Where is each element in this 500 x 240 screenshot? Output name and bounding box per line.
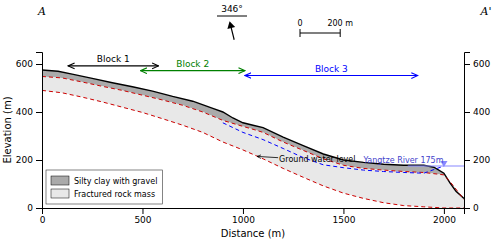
- block-label: Block 2: [176, 59, 209, 69]
- legend-swatch: [51, 176, 69, 185]
- y-axis-tick-mark: [36, 112, 42, 113]
- river-level-line: [408, 165, 464, 166]
- x-axis: 0 500 1000 1500 2000: [40, 208, 465, 225]
- river-label: Yangtze River 175m: [363, 156, 444, 165]
- annotation-arrow: [257, 156, 278, 157]
- x-axis-tick: 0: [40, 208, 46, 225]
- scale-bar-label: 0: [297, 19, 302, 28]
- y-axis-tick-mark: [36, 208, 42, 209]
- boundary-line: [42, 70, 464, 198]
- y-axis-tick: 0: [27, 203, 42, 213]
- y-axis-tick-label: 0: [27, 203, 33, 213]
- chart: 0 500 1000 1500 2000 0 200 400 600 0 200 400 600 Yang…: [0, 0, 500, 240]
- x-axis-tick: 1500: [332, 208, 355, 225]
- x-axis-tick-label: 1500: [332, 215, 355, 225]
- legend: Silty clay with gravel Fractured rock mas…: [46, 170, 162, 204]
- legend-label: Fractured rock mass: [74, 190, 155, 199]
- plot: 0 500 1000 1500 2000 0 200 400 600 0 200 400 600 Yang…: [16, 53, 491, 226]
- scale-bar: 0 200 m: [297, 19, 353, 37]
- x-axis-tick-label: 500: [134, 215, 151, 225]
- layer-area: [42, 76, 464, 208]
- x-axis-tick-mark: [142, 208, 143, 214]
- north-arrow-head: [226, 20, 235, 29]
- y2-axis-tick-mark: [464, 208, 470, 209]
- y2-axis-tick-mark: [464, 160, 470, 161]
- block-span: [140, 70, 244, 71]
- y2-axis-tick-label: 600: [473, 59, 490, 69]
- y-axis-line: [36, 53, 43, 209]
- legend-item: Fractured rock mass: [51, 189, 155, 199]
- y2-axis-tick-label: 400: [473, 107, 490, 117]
- x-axis-tick-mark: [343, 208, 344, 214]
- north-arrow-underline: [217, 16, 247, 17]
- block-span: [245, 75, 418, 76]
- y-axis-tick-label: 400: [16, 107, 33, 117]
- y2-axis-tick: 400: [464, 107, 490, 117]
- x-axis-tick-label: 0: [40, 215, 46, 225]
- y-axis-tick-label: 600: [16, 59, 33, 69]
- x-axis-tick: 500: [134, 208, 151, 225]
- y2-axis-tick-mark: [464, 112, 470, 113]
- scale-bar-line: [300, 32, 340, 33]
- section-label: A: [37, 5, 46, 18]
- section-label: A': [480, 5, 492, 18]
- scale-bar-label: 200 m: [327, 19, 353, 28]
- boundary-line: [42, 90, 464, 208]
- y-axis-tick: 400: [16, 107, 42, 117]
- legend-item: Silty clay with gravel: [51, 176, 157, 186]
- x-axis-tick: 2000: [433, 208, 456, 225]
- legend-label: Silty clay with gravel: [74, 177, 157, 186]
- y2-axis-tick: 0: [464, 203, 479, 213]
- y2-axis-tick: 600: [464, 59, 490, 69]
- y-axis: 0 200 400 600: [16, 53, 43, 214]
- y2-axis-tick-mark: [464, 64, 470, 65]
- block-label: Block 3: [315, 64, 348, 74]
- x-axis-tick: 1000: [232, 208, 255, 225]
- north-arrow: 346°: [217, 4, 247, 41]
- y-axis-tick-label: 200: [16, 155, 33, 165]
- x-axis-title: Distance (m): [221, 228, 286, 239]
- marks: [42, 66, 464, 208]
- y2-axis: 0 200 400 600: [464, 53, 490, 214]
- north-arrow-symbol: [226, 20, 238, 40]
- y2-axis-tick-label: 0: [473, 203, 479, 213]
- y-axis-tick: 200: [16, 155, 42, 165]
- x-axis-tick-mark: [243, 208, 244, 214]
- groundwater-label: Ground water level: [279, 155, 355, 164]
- north-arrow-shaft: [231, 27, 234, 40]
- north-arrow-label: 346°: [221, 4, 243, 14]
- x-axis-tick-label: 1000: [232, 215, 255, 225]
- y2-axis-tick: 200: [464, 155, 490, 165]
- legend-swatch: [51, 189, 69, 198]
- y-axis-tick-mark: [36, 160, 42, 161]
- y2-axis-tick-label: 200: [473, 155, 490, 165]
- x-axis-tick-mark: [444, 208, 445, 214]
- y-axis-tick-mark: [36, 64, 42, 65]
- boundary-line: [42, 76, 464, 199]
- x-axis-line: [43, 209, 465, 215]
- y-axis-tick: 600: [16, 59, 42, 69]
- scale-bar-tick: [300, 29, 301, 37]
- y-axis-title: Elevation (m): [2, 96, 13, 163]
- annotations: Yangtze River 175m Ground water level Bloc…: [97, 54, 444, 165]
- y2-axis-line: [465, 53, 471, 209]
- x-axis-tick-label: 2000: [433, 215, 456, 225]
- scale-bar-tick: [340, 29, 341, 37]
- legend-box: [46, 170, 162, 204]
- block-label: Block 1: [97, 54, 130, 64]
- block-span: [68, 65, 158, 66]
